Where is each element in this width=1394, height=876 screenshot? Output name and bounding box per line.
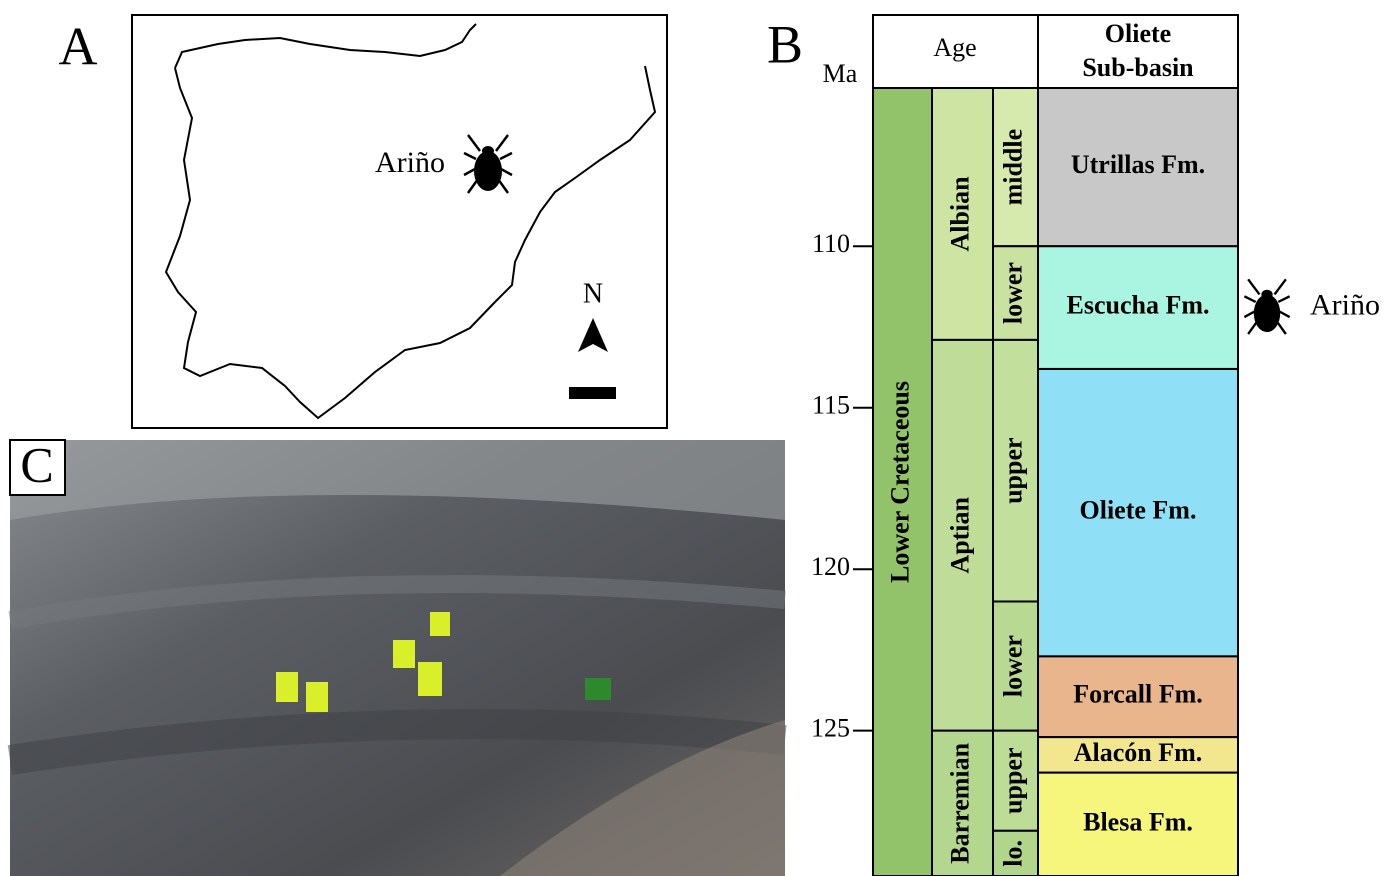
y-tick-label: 120 <box>811 552 850 581</box>
site-label: Ariño <box>375 146 445 179</box>
unit-label: Utrillas Fm. <box>1071 150 1205 179</box>
axis-unit: Ma <box>823 59 858 88</box>
y-tick-label: 110 <box>812 229 850 258</box>
map-frame <box>132 15 667 428</box>
unit-label: Alacón Fm. <box>1074 738 1203 767</box>
unit-label: Oliete Fm. <box>1080 496 1197 525</box>
unit-label: Albian <box>945 176 974 252</box>
panel-label: A <box>59 16 98 76</box>
north-label: N <box>583 278 603 309</box>
panel-c: C <box>10 436 785 876</box>
y-tick-label: 125 <box>811 714 850 743</box>
y-tick-label: 115 <box>812 391 850 420</box>
unit-label: lower <box>998 262 1027 324</box>
unit-label: Aptian <box>945 496 974 573</box>
tick-icon <box>1244 279 1289 334</box>
unit-label: lower <box>998 635 1027 697</box>
unit-label: lo. <box>998 840 1027 867</box>
panel-a: A Ariño N <box>59 15 668 428</box>
unit-label: middle <box>998 129 1027 206</box>
unit-label: Escucha Fm. <box>1067 291 1210 320</box>
header-basin: Oliete <box>1105 19 1171 48</box>
unit-label: upper <box>998 437 1027 503</box>
scale-bar <box>569 387 616 399</box>
figure: A Ariño N C B Ma Age Oliete Sub-basin 11… <box>0 0 1394 876</box>
panel-b: B Ma Age Oliete Sub-basin <box>767 14 1238 88</box>
unit-label: Blesa Fm. <box>1083 807 1193 836</box>
unit-label: Barremian <box>945 742 974 863</box>
site-label: Ariño <box>1310 288 1380 321</box>
photo-bucket <box>585 678 611 700</box>
unit-label: upper <box>998 747 1027 813</box>
header-age: Age <box>933 33 976 62</box>
panel-label: B <box>767 14 803 74</box>
unit-label: Lower Cretaceous <box>885 381 914 583</box>
header-basin: Sub-basin <box>1082 53 1194 82</box>
panel-label: C <box>20 436 53 492</box>
unit-label: Forcall Fm. <box>1073 680 1202 709</box>
